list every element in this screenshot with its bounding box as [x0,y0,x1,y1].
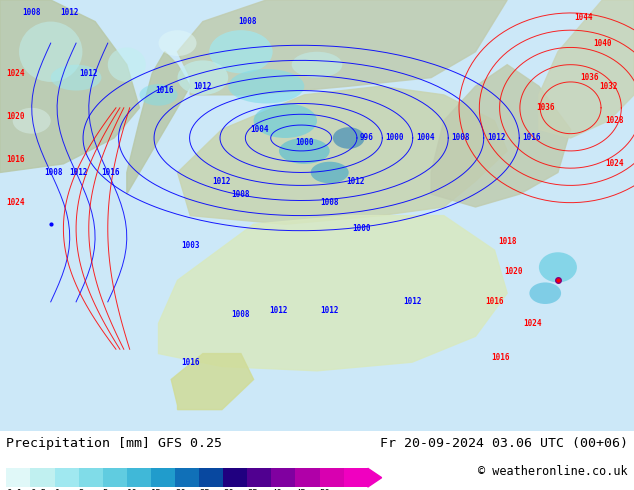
Text: 1018: 1018 [498,237,517,246]
Ellipse shape [139,84,178,106]
Bar [271,468,295,487]
Bar [344,468,368,487]
Text: 1012: 1012 [403,297,422,306]
Ellipse shape [311,162,349,183]
Text: 1012: 1012 [269,306,288,315]
Bar [30,468,55,487]
Text: 996: 996 [360,133,374,143]
Text: 1036: 1036 [536,103,555,112]
Text: 1024: 1024 [605,159,624,169]
Bar [6,468,30,487]
Text: 1008: 1008 [231,310,250,319]
Bar [151,468,175,487]
Text: Fr 20-09-2024 03.06 UTC (00+06): Fr 20-09-2024 03.06 UTC (00+06) [380,437,628,450]
Ellipse shape [158,30,197,56]
Text: 1044: 1044 [574,13,593,22]
Text: 1008: 1008 [44,168,63,177]
Text: 1008: 1008 [238,17,257,26]
Text: 1016: 1016 [181,358,200,367]
Text: 1024: 1024 [6,69,25,78]
Text: 1016: 1016 [101,168,120,177]
Text: 1004: 1004 [250,125,269,134]
Polygon shape [0,0,139,172]
Text: © weatheronline.co.uk: © weatheronline.co.uk [478,466,628,478]
Ellipse shape [79,162,111,183]
Bar [320,468,344,487]
Text: 1024: 1024 [6,198,25,207]
Ellipse shape [292,52,342,77]
Ellipse shape [51,65,101,91]
Text: 1012: 1012 [193,82,212,91]
Bar [79,468,103,487]
Bar [103,468,127,487]
Ellipse shape [228,69,304,103]
Text: 1000: 1000 [352,224,371,233]
Bar [295,468,320,487]
Text: 1003: 1003 [181,241,200,250]
Polygon shape [368,468,382,487]
Polygon shape [178,0,507,95]
Text: 1004: 1004 [416,133,434,143]
Ellipse shape [19,22,82,82]
Text: 1012: 1012 [346,176,365,186]
Ellipse shape [254,103,317,138]
Text: 1012: 1012 [79,69,98,78]
Text: 1020: 1020 [6,112,25,121]
Text: Precipitation [mm] GFS 0.25: Precipitation [mm] GFS 0.25 [6,437,223,450]
Text: 1016: 1016 [491,353,510,363]
Text: 1012: 1012 [70,168,88,177]
Text: 1000: 1000 [295,138,314,147]
Text: 1008: 1008 [22,8,41,18]
Polygon shape [127,52,190,194]
Text: 1016: 1016 [485,297,504,306]
Bar [127,468,151,487]
Bar [223,468,247,487]
Ellipse shape [529,282,561,304]
Polygon shape [539,0,634,138]
Bar [199,468,223,487]
Ellipse shape [178,60,228,95]
Polygon shape [431,65,571,207]
Ellipse shape [209,30,273,74]
Text: 1012: 1012 [60,8,79,18]
Bar [247,468,271,487]
Polygon shape [171,354,254,410]
Polygon shape [158,216,507,371]
Bar [55,468,79,487]
Ellipse shape [539,252,577,282]
Text: 1008: 1008 [231,190,250,198]
Ellipse shape [108,48,146,82]
Ellipse shape [333,127,365,149]
Ellipse shape [279,138,330,164]
Text: 1032: 1032 [599,82,618,91]
Text: 1008: 1008 [451,133,470,143]
Bar [175,468,199,487]
Text: 1016: 1016 [155,86,174,95]
Text: 1040: 1040 [593,39,612,48]
Text: 1012: 1012 [320,306,339,315]
Ellipse shape [13,108,51,134]
Text: 1024: 1024 [523,319,542,328]
Text: 1016: 1016 [6,155,25,164]
Text: 1016: 1016 [522,133,541,143]
Text: 1028: 1028 [605,116,624,125]
Text: 1020: 1020 [504,267,523,276]
Text: 1008: 1008 [320,198,339,207]
Text: 1000: 1000 [385,133,404,143]
Text: 1036: 1036 [580,73,599,82]
Polygon shape [178,86,507,224]
Text: 1012: 1012 [212,176,231,186]
Text: 1012: 1012 [487,133,505,143]
